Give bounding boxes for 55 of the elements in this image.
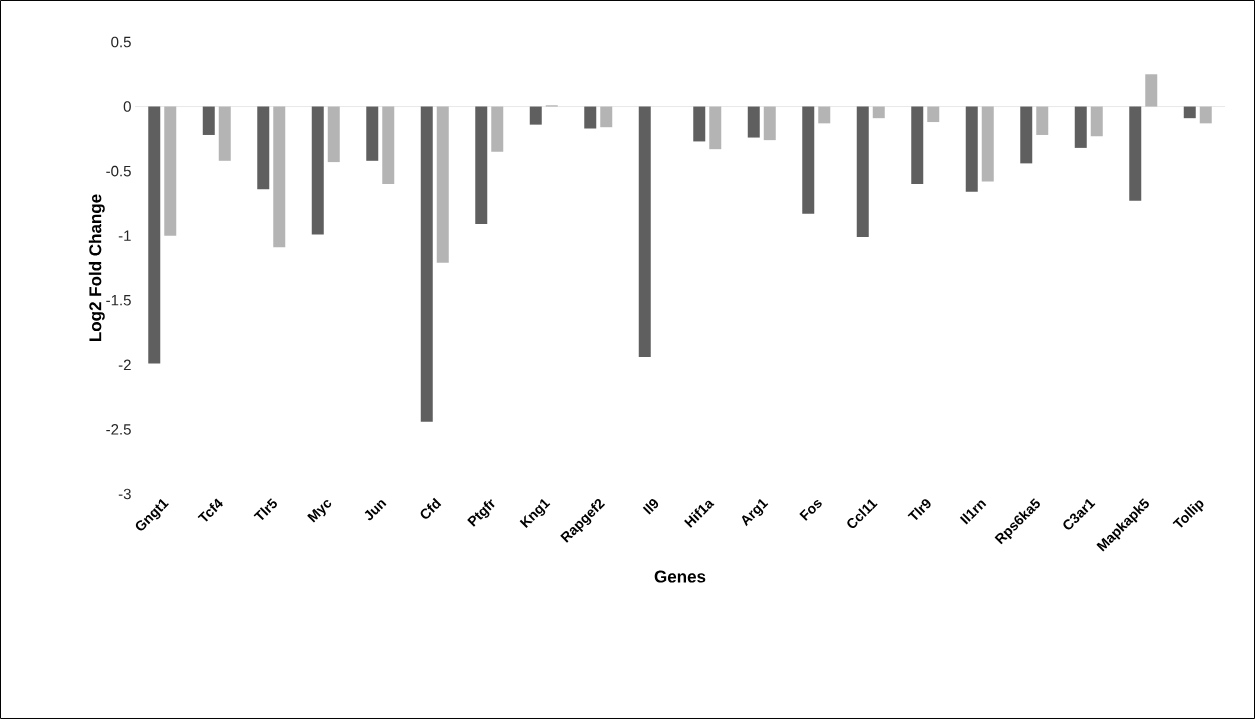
- bar: [927, 106, 940, 123]
- y-tick-label: -2: [118, 359, 131, 371]
- bar: [693, 106, 706, 142]
- bar: [273, 106, 286, 248]
- bar: [1199, 106, 1212, 124]
- bar: [382, 106, 395, 185]
- x-tick-label: Tlr5: [253, 498, 277, 521]
- x-tick-label: Myc: [307, 500, 332, 523]
- bar: [366, 106, 379, 161]
- bar: [709, 106, 722, 150]
- bar: [911, 106, 924, 185]
- bar: [148, 106, 161, 364]
- y-tick-label: -2.5: [106, 424, 131, 435]
- bar: [1036, 106, 1049, 135]
- bar: [491, 106, 504, 152]
- x-tick-label: Jun: [364, 500, 387, 521]
- bar: [856, 106, 869, 237]
- bar: [202, 106, 215, 135]
- bar: [164, 106, 177, 236]
- bar: [218, 106, 231, 161]
- bar: [802, 106, 815, 214]
- y-tick-label: -0.5: [106, 165, 131, 177]
- x-tick-label: Tlr9: [907, 499, 931, 521]
- y-tick-label: 0.5: [111, 36, 131, 48]
- bar: [257, 106, 270, 190]
- bar: [327, 106, 340, 163]
- bar: [763, 106, 776, 141]
- y-tick-label: -1.5: [106, 295, 131, 306]
- x-tick-label: Il9: [642, 499, 659, 515]
- bar: [872, 106, 885, 119]
- y-tick-label: -3: [118, 488, 131, 500]
- bar: [600, 106, 613, 128]
- bar: [311, 106, 324, 235]
- y-tick-label: -1: [118, 230, 131, 241]
- bar: [1074, 106, 1087, 148]
- bar: [1183, 106, 1196, 119]
- bar: [1129, 106, 1142, 201]
- bar: [965, 106, 978, 192]
- bar: [436, 106, 449, 263]
- x-axis-title: Genes: [654, 570, 706, 583]
- bar: [1145, 74, 1158, 107]
- bar: [1090, 106, 1103, 137]
- y-tick-label: 0: [123, 101, 131, 112]
- bar: [475, 106, 488, 225]
- bar: [747, 106, 760, 138]
- bar: [584, 106, 597, 129]
- bar: [1020, 106, 1033, 164]
- y-axis-title: Log2 Fold Change: [88, 194, 105, 341]
- bar: [981, 106, 994, 182]
- bar: [638, 106, 651, 358]
- x-tick-label: Cfd: [420, 497, 442, 519]
- x-tick-label: Fos: [799, 500, 822, 521]
- bar: [529, 106, 542, 125]
- bar: [818, 106, 831, 124]
- bar: [420, 106, 433, 422]
